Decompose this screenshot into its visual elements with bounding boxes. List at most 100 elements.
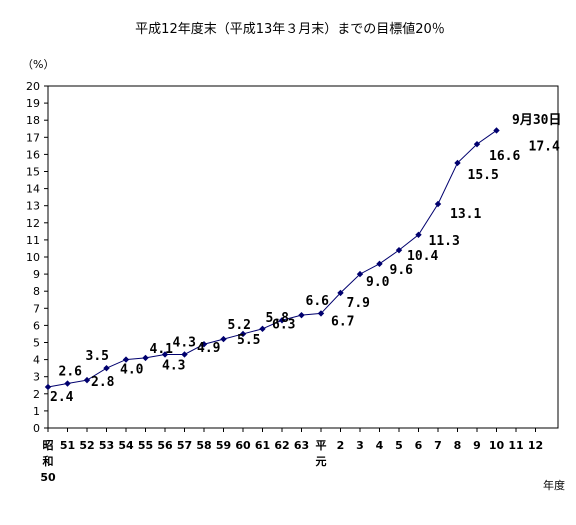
y-tick-label: 3: [33, 371, 40, 384]
data-point: [220, 335, 227, 343]
data-point: [122, 356, 130, 363]
x-tick-label: 62: [274, 439, 289, 452]
data-point: [337, 289, 344, 297]
y-tick-label: 0: [33, 422, 40, 435]
data-point: [103, 364, 110, 372]
data-label: 4.3: [162, 358, 185, 373]
data-point: [259, 325, 266, 333]
data-label: 6.6: [306, 294, 330, 309]
annotation-label: 9月30日: [512, 113, 561, 128]
data-label: 7.9: [347, 296, 370, 311]
y-tick-label: 4: [33, 354, 40, 367]
x-tick-label: 7: [434, 439, 442, 452]
x-tick-label: 61: [255, 439, 270, 452]
data-label: 3.5: [86, 349, 109, 364]
data-label: 9.6: [390, 263, 414, 278]
data-point: [239, 330, 247, 338]
y-tick-label: 2: [33, 388, 40, 401]
data-label: 17.4: [529, 139, 560, 154]
data-point: [434, 200, 442, 208]
data-markers: [44, 127, 500, 391]
data-point: [376, 260, 383, 268]
data-point: [415, 231, 422, 238]
y-tick-label: 20: [26, 80, 40, 93]
data-label: 11.3: [429, 234, 460, 249]
y-tick-label: 7: [33, 302, 40, 315]
x-tick-label: 3: [356, 439, 364, 452]
x-tick-label: 元: [316, 455, 327, 468]
y-tick-label: 6: [33, 319, 40, 332]
x-tick-label: 和: [43, 454, 54, 468]
x-tick-label: 63: [294, 439, 309, 452]
data-point: [356, 270, 364, 278]
data-label: 6.3: [272, 317, 295, 332]
data-point: [44, 383, 52, 391]
y-tick-label: 13: [26, 200, 40, 213]
data-label: 13.1: [450, 207, 481, 222]
data-point: [181, 351, 188, 358]
x-tick-label: 2: [337, 439, 345, 452]
y-tick-label: 14: [26, 183, 40, 196]
x-tick-label: 12: [528, 439, 543, 452]
y-tick-label: 17: [26, 131, 40, 144]
x-tick-label: 8: [454, 439, 462, 452]
x-tick-label: 50: [40, 471, 56, 484]
data-point: [317, 310, 325, 317]
data-label: 16.6: [489, 149, 520, 164]
x-tick-label: 6: [415, 439, 423, 452]
x-tick-label: 9: [473, 439, 481, 452]
x-tick-label: 55: [138, 439, 153, 452]
y-axis-unit-label: （%）: [22, 58, 54, 71]
data-label: 4.9: [197, 341, 220, 356]
data-label: 2.6: [59, 365, 83, 380]
data-point: [454, 159, 461, 167]
x-tick-label: 54: [118, 439, 134, 452]
data-label: 4.0: [120, 363, 144, 378]
x-tick-label: 平: [316, 439, 327, 452]
x-tick-label: 10: [489, 439, 505, 452]
y-tick-label: 8: [33, 285, 40, 298]
x-tick-label: 56: [157, 439, 173, 452]
data-point: [278, 317, 286, 324]
y-tick-label: 16: [26, 148, 40, 161]
y-tick-label: 12: [26, 217, 40, 230]
data-point: [64, 380, 71, 387]
data-point: [395, 246, 403, 254]
data-label: 9.0: [366, 275, 390, 290]
x-tick-label: 5: [395, 439, 403, 452]
y-tick-label: 15: [26, 166, 40, 179]
data-label: 4.1: [150, 342, 174, 357]
x-tick-label: 59: [216, 439, 231, 452]
y-tick-label: 5: [33, 337, 40, 350]
x-axis-unit-label: 年度: [543, 478, 565, 492]
data-point: [298, 311, 305, 319]
data-point: [493, 127, 500, 134]
data-point: [142, 354, 149, 362]
x-tick-label: 57: [177, 439, 192, 452]
x-tick-label: 11: [508, 439, 523, 452]
y-tick-label: 18: [26, 114, 40, 127]
y-tick-label: 10: [26, 251, 40, 264]
x-tick-label: 52: [79, 439, 94, 452]
x-tick-label: 53: [99, 439, 114, 452]
x-tick-label: 4: [376, 439, 384, 452]
data-label: 5.8: [266, 311, 290, 326]
data-point: [83, 376, 91, 384]
data-point: [161, 351, 169, 358]
data-labels: 2.42.62.83.54.04.14.34.3 4.95.25.55.86.36…: [50, 139, 560, 405]
y-tick-label: 1: [33, 405, 40, 418]
data-label: 10.4: [407, 249, 438, 264]
x-tick-label: 51: [60, 439, 75, 452]
y-tick-label: 11: [26, 234, 40, 247]
series-line: [47, 130, 497, 388]
x-tick-label: 昭: [43, 439, 54, 452]
data-label: 15.5: [468, 168, 499, 183]
data-point: [200, 341, 208, 348]
data-label: 5.2: [228, 318, 251, 333]
data-label: 2.4: [50, 390, 74, 405]
x-tick-label: 60: [235, 439, 251, 452]
data-label: 5.5: [237, 333, 260, 348]
y-tick-label: 19: [26, 97, 40, 110]
